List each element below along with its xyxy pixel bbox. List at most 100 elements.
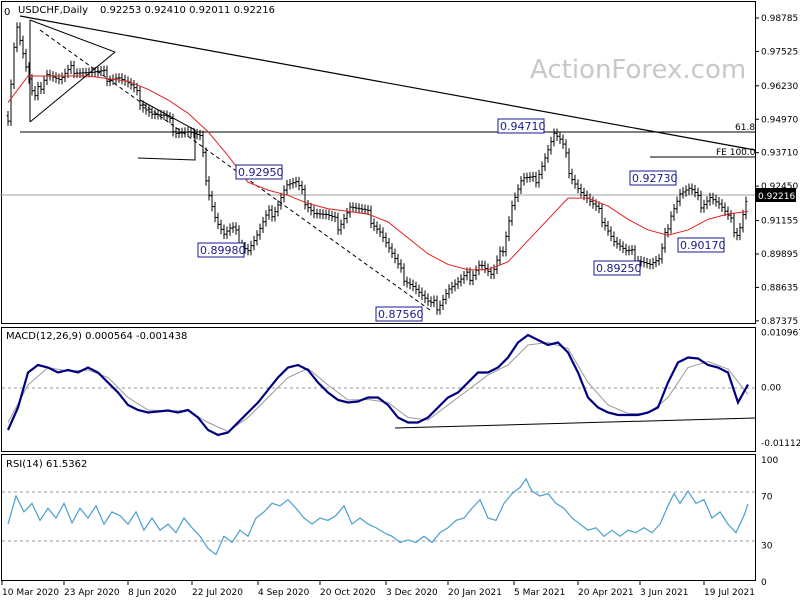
price-bar [393, 248, 397, 264]
price-bar [330, 210, 334, 222]
price-bar [354, 202, 358, 213]
annotation-label: 0.87560 [378, 308, 424, 321]
chart-marker: 0 [4, 7, 10, 18]
price-bar [234, 222, 238, 235]
price-bar [360, 203, 364, 215]
date-tick-label: 4 Sep 2020 [258, 588, 310, 598]
rsi-line [7, 477, 749, 556]
chart-title: USDCHF,Daily [18, 5, 88, 16]
price-bar [534, 171, 538, 188]
price-bar [171, 113, 175, 137]
price-bar [732, 213, 736, 238]
date-tick-label: 10 Mar 2020 [2, 588, 59, 598]
price-bar [687, 183, 691, 195]
price-bar [561, 134, 565, 149]
price-bar [204, 147, 208, 186]
price-bar [60, 72, 64, 85]
price-bar [54, 72, 58, 84]
price-bar [717, 197, 721, 209]
price-tick-label: 0.87375 [761, 317, 798, 327]
date-tick-label: 8 Jun 2020 [128, 588, 177, 598]
price-bar [375, 221, 379, 234]
price-tick-label: 0.92450 [761, 182, 798, 192]
price-bar [498, 246, 502, 265]
price-bar [741, 209, 745, 233]
annotation-label: 0.89980 [200, 244, 246, 257]
price-tick-label: 0.97525 [761, 47, 798, 57]
price-bar [168, 112, 172, 124]
price-bar [711, 192, 715, 205]
price-bar [249, 240, 253, 256]
price-bar [519, 176, 523, 194]
price-bar [558, 131, 562, 144]
price-bar [195, 128, 199, 140]
rsi-tick-label: 70 [761, 493, 773, 503]
price-bar [399, 259, 403, 273]
price-bar [147, 105, 151, 117]
price-bar [600, 203, 604, 228]
price-bar [402, 263, 406, 287]
price-bar [183, 127, 187, 138]
price-bar [333, 211, 337, 223]
date-tick-label: 20 Jan 2021 [448, 588, 502, 598]
macd-line [6, 333, 749, 437]
price-bar [150, 107, 154, 119]
price-bar [510, 200, 514, 226]
price-bar [408, 278, 412, 290]
price-bar [483, 260, 487, 274]
price-bar [651, 257, 655, 270]
price-bar [102, 65, 106, 76]
price-bar [228, 223, 232, 236]
price-bar [273, 206, 277, 222]
price-bar [222, 224, 226, 239]
rsi-tick-label: 100 [761, 456, 778, 466]
price-bar [45, 69, 49, 86]
price-bar [219, 219, 223, 235]
price-bar [138, 85, 142, 110]
price-bar [372, 218, 376, 232]
price-bar [282, 185, 286, 203]
price-bar [735, 227, 739, 241]
price-bar [24, 48, 28, 72]
price-bar [576, 179, 580, 194]
price-bar [693, 184, 697, 198]
price-bar [21, 35, 25, 59]
price-bar [432, 295, 436, 308]
date-tick-label: 20 Apr 2021 [578, 588, 634, 598]
macd-tick-label: -0.011127 [761, 439, 800, 449]
date-axis: 10 Mar 2020 23 Apr 2020 8 Jun 2020 22 Jul 2… [1, 581, 755, 598]
price-bar [396, 253, 400, 269]
price-bar [42, 75, 46, 95]
price-bar [345, 208, 349, 224]
price-bar [321, 209, 325, 220]
price-bar [246, 243, 250, 256]
price-bar [744, 196, 748, 220]
watermark: ActionForex.com [530, 55, 746, 85]
price-tick-label: 0.93710 [761, 149, 798, 159]
price-bar [303, 184, 307, 210]
price-bar [708, 192, 712, 206]
price-bar [210, 190, 214, 212]
macd-panel [1, 327, 756, 452]
price-bar [324, 209, 328, 220]
price-bar [306, 199, 310, 213]
price-bar [327, 209, 331, 221]
macd-trend-line [394, 417, 756, 429]
price-bar [156, 109, 160, 120]
price-bar [420, 287, 424, 301]
last-price-label: 0.92216 [758, 192, 795, 202]
price-bar [477, 260, 481, 276]
rsi-title: RSI(14) 61.5362 [6, 459, 87, 470]
price-bar [120, 73, 124, 85]
trend-line-long [19, 15, 756, 151]
price-annotation: 0.89980 [197, 242, 246, 258]
price-bar [267, 205, 271, 220]
date-tick-label: 22 Jul 2020 [192, 588, 243, 598]
rsi-tick-label: 0 [761, 578, 767, 588]
price-bar [69, 60, 73, 75]
annotation-label: 0.94710 [500, 120, 546, 133]
price-bar [615, 236, 619, 249]
price-bar [474, 265, 478, 281]
annotation-label: 0.92950 [238, 166, 284, 179]
price-bar [540, 161, 544, 180]
